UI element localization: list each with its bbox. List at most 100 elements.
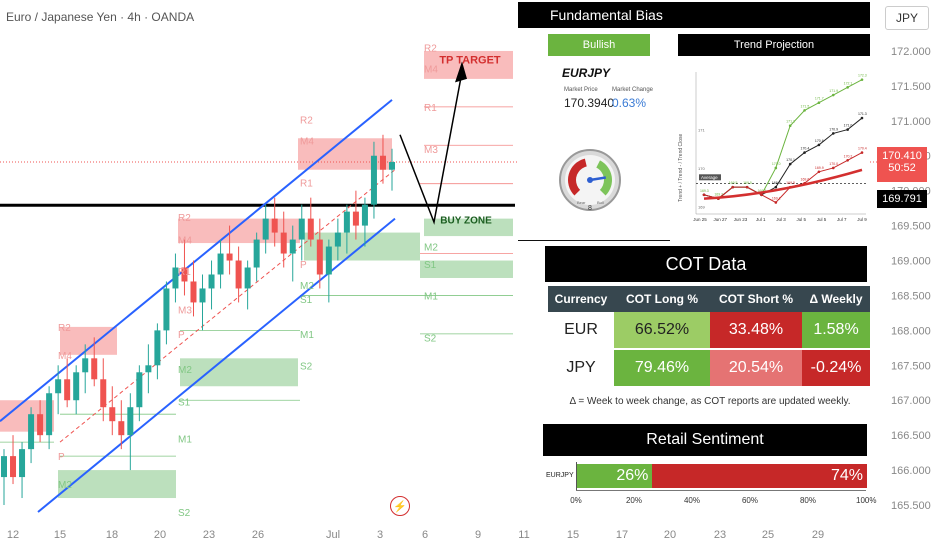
candle-body (298, 218, 305, 240)
pivot-label: S2 (178, 508, 191, 519)
trend-point (831, 93, 835, 97)
candle-body (199, 288, 206, 303)
y-tick-label: 169.000 (891, 256, 931, 268)
zone-8 (420, 260, 513, 278)
candle-body (280, 232, 287, 254)
gauge-value: 8 (588, 205, 592, 212)
candle-body (154, 330, 161, 366)
y-tick-label: 167.500 (891, 360, 931, 372)
candle-body (289, 239, 296, 254)
currency-label[interactable]: JPY (885, 6, 929, 30)
y-tick-label: 169.500 (891, 221, 931, 233)
market-change-value: 0.63% (612, 96, 647, 110)
channel-upper (0, 99, 393, 422)
trend-point (760, 193, 763, 197)
candle-body (100, 379, 107, 408)
trend-point (745, 185, 749, 189)
pivot-label: P (58, 452, 65, 463)
candle-body (325, 246, 332, 275)
average-label-box (699, 174, 721, 181)
retail-axis-label: 20% (625, 496, 642, 505)
x-tick-label: 29 (812, 529, 824, 541)
trend-series-2 (703, 152, 863, 204)
trend-point (846, 128, 849, 131)
x-tick-label: 15 (567, 529, 579, 541)
trend-point (817, 143, 821, 147)
pivot-label: S1 (178, 398, 191, 409)
y-tick-label: 168.500 (891, 290, 931, 302)
channel-lower (37, 217, 396, 513)
candle-body (127, 407, 134, 436)
cot-footnote: Δ = Week to week change, as COT reports … (569, 396, 851, 407)
trend-point (860, 78, 864, 81)
cot-eur-short: 33.48% (710, 312, 802, 348)
cot-title: COT Data (545, 246, 867, 282)
retail-axis-label: 100% (856, 496, 877, 505)
retail-short-bar: 74% (652, 464, 867, 488)
candle-body (208, 274, 215, 289)
trend-average-label: Average (701, 175, 718, 180)
candle-body (226, 253, 233, 261)
pivot-label: M1 (300, 330, 314, 341)
pair-name: EURJPY (562, 66, 611, 80)
cot-header-short: COT Short % (710, 286, 802, 312)
x-tick-label: 9 (475, 529, 481, 541)
trend-x-tick: Jul 7 (837, 217, 847, 222)
pivot-label: M4 (300, 136, 314, 147)
trend-x-tick: Jul 3 (776, 217, 786, 222)
trend-point-label: 169.9 (815, 166, 824, 170)
candle-body (118, 421, 125, 436)
x-tick-label: 26 (252, 529, 264, 541)
trend-point-label: 171.3 (858, 112, 867, 116)
countdown-timer: 50:52 (888, 162, 916, 174)
retail-axis-label: 80% (799, 496, 816, 505)
pivot-label: R2 (178, 213, 191, 224)
trend-point (817, 170, 821, 174)
y-tick-label: 167.000 (891, 395, 931, 407)
pivot-label: S1 (424, 260, 437, 271)
pivot-label: M1 (424, 291, 438, 302)
lightning-icon[interactable]: ⚡ (390, 496, 410, 516)
candle-body (244, 267, 251, 289)
zone-5 (58, 470, 176, 499)
cot-eur-long: 66.52% (614, 312, 710, 348)
pivot-label: R1 (424, 103, 437, 114)
trend-point (774, 185, 778, 189)
candle-body (271, 218, 278, 233)
candle-body (73, 372, 80, 401)
cot-header-weekly: Δ Weekly (802, 286, 870, 312)
trend-point-label: 170.9 (829, 127, 838, 131)
cot-eur-weekly: 1.58% (802, 312, 870, 348)
candle-body (370, 155, 377, 205)
trend-point (846, 86, 849, 89)
pivot-label: M2 (58, 480, 72, 491)
candle-body (55, 379, 62, 394)
pivot-label: R1 (300, 178, 313, 189)
candle-body (10, 456, 17, 478)
trend-point-label: 170.4 (801, 147, 810, 151)
buy-zone-label: BUY ZONE (440, 215, 492, 226)
trend-point-label: 172.1 (844, 81, 853, 85)
candle-body (379, 155, 386, 170)
trend-point-label: 171.9 (829, 89, 838, 93)
trend-point (846, 158, 849, 162)
x-tick-label: Jul (326, 529, 340, 541)
trend-point (803, 109, 806, 112)
pivot-label: M3 (178, 305, 192, 316)
trend-point-label: 172.3 (858, 74, 867, 78)
retail-axis (576, 490, 866, 491)
retail-axis-label: 40% (683, 496, 700, 505)
candle-body (109, 407, 116, 422)
trend-point-label: 171.1 (786, 120, 795, 124)
pivot-label: S2 (424, 333, 437, 344)
trend-point (803, 151, 806, 154)
trend-point-label: 170.4 (858, 147, 867, 151)
y-tick-label: 172.000 (891, 46, 931, 58)
x-tick-label: 23 (714, 529, 726, 541)
pivot-label: P (300, 260, 307, 271)
trend-series-1 (703, 117, 863, 200)
retail-bar: 26% 74% (576, 462, 867, 490)
zone-6 (180, 358, 298, 387)
trend-x-tick: Jun 25 (693, 217, 707, 222)
